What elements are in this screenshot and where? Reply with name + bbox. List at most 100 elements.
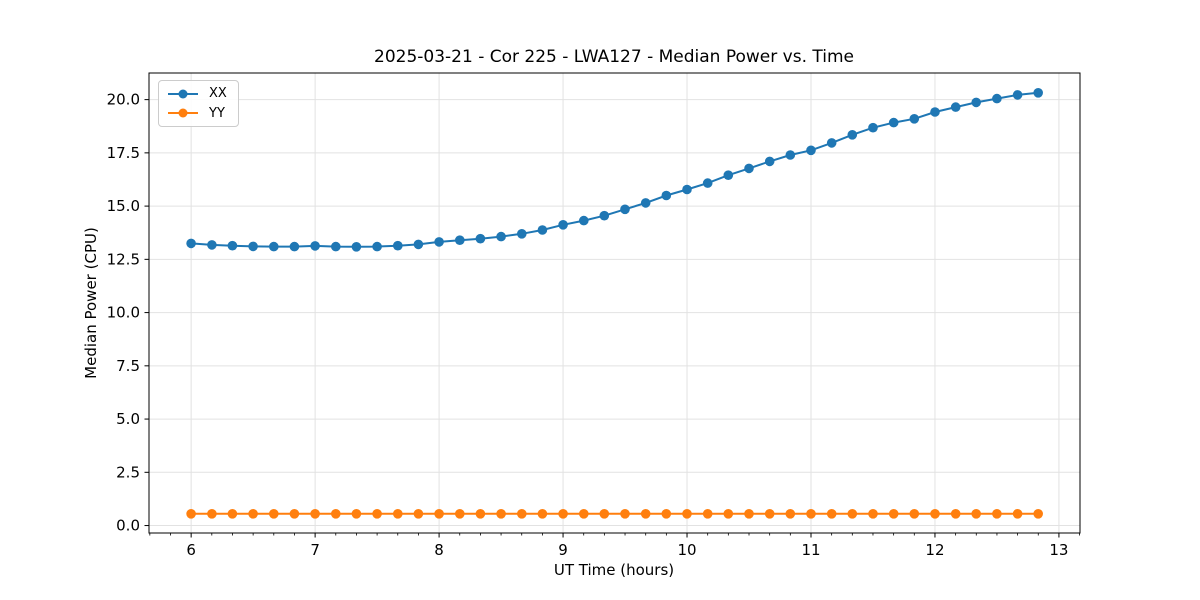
data-point-yy [269, 509, 279, 519]
data-point-xx [930, 107, 940, 117]
legend-label: XX [209, 86, 227, 101]
data-point-xx [351, 242, 362, 252]
legend-line-marker-icon [168, 89, 198, 99]
legend-item-xx: XX [166, 86, 227, 102]
legend-line-marker-icon [168, 108, 198, 118]
legend-label: YY [209, 105, 225, 121]
data-point-xx [475, 233, 486, 244]
data-point-xx [806, 145, 816, 156]
x-tick-label: 6 [186, 541, 196, 559]
x-tick-label: 10 [677, 541, 696, 559]
data-point-yy [186, 509, 196, 519]
data-point-yy [744, 509, 754, 519]
data-point-yy [248, 509, 258, 519]
data-point-xx [289, 241, 300, 252]
data-point-yy [1012, 509, 1023, 519]
data-point-xx [971, 97, 981, 108]
legend: XX YY [158, 80, 239, 128]
data-point-yy [310, 509, 320, 519]
data-point-xx [413, 239, 424, 250]
data-point-yy [888, 509, 899, 519]
data-point-yy [930, 509, 940, 519]
data-point-xx [1033, 88, 1043, 98]
data-point-yy [847, 509, 858, 519]
axis-ticks [144, 99, 1080, 538]
y-tick-label: 17.5 [107, 144, 140, 162]
data-point-yy [372, 509, 382, 519]
data-point-yy [1033, 509, 1043, 519]
data-point-yy [537, 509, 548, 519]
y-tick-label: 15.0 [107, 197, 140, 215]
legend-item-yy: YY [166, 106, 227, 122]
data-point-xx [826, 138, 837, 148]
data-point-xx [496, 231, 506, 242]
x-tick-label: 11 [801, 541, 820, 559]
data-point-xx [661, 190, 672, 201]
x-tick-label: 7 [310, 541, 320, 559]
data-point-yy [455, 509, 465, 519]
plot-frame [148, 72, 1081, 534]
data-point-yy [620, 509, 630, 519]
series-layer [186, 88, 1043, 519]
x-tick-label: 12 [925, 541, 944, 559]
data-point-yy [434, 509, 444, 519]
data-point-yy [785, 509, 796, 519]
data-point-yy [868, 509, 878, 519]
data-point-xx [847, 130, 858, 140]
data-point-xx [888, 117, 899, 128]
x-tick-label: 13 [1049, 541, 1068, 559]
chart-title: 2025-03-21 - Cor 225 - LWA127 - Median P… [374, 47, 854, 67]
data-point-xx [269, 241, 279, 252]
data-point-yy [558, 509, 568, 519]
data-point-yy [393, 509, 403, 519]
data-point-yy [227, 509, 238, 519]
data-point-yy [992, 509, 1002, 519]
data-point-yy [331, 509, 341, 519]
data-point-xx [702, 178, 713, 188]
data-point-yy [640, 509, 651, 519]
data-point-xx [950, 102, 961, 112]
data-point-xx [620, 204, 630, 215]
y-tick-label: 0.0 [116, 517, 140, 535]
data-point-yy [207, 509, 217, 519]
data-point-yy [702, 509, 713, 519]
data-point-yy [806, 509, 816, 519]
data-point-xx [640, 198, 651, 208]
y-tick-label: 20.0 [107, 91, 140, 109]
data-point-yy [661, 509, 672, 519]
data-point-yy [971, 509, 981, 519]
x-tick-label: 9 [558, 541, 568, 559]
x-tick-label: 8 [434, 541, 444, 559]
grid [149, 73, 1080, 533]
data-point-xx [227, 240, 238, 251]
y-tick-label: 2.5 [116, 463, 140, 481]
data-point-xx [764, 156, 775, 167]
data-point-xx [331, 241, 341, 252]
data-point-yy [579, 509, 589, 519]
data-point-xx [517, 229, 527, 239]
data-point-xx [1012, 90, 1023, 100]
y-tick-label: 5.0 [116, 410, 140, 428]
data-point-yy [826, 509, 837, 519]
data-point-xx [186, 238, 196, 249]
data-point-xx [207, 240, 217, 250]
x-axis-label: UT Time (hours) [554, 561, 674, 579]
data-point-yy [682, 509, 692, 519]
tick-labels: 6 7 8 9 10 11 12 13 0.0 2.5 5.0 7.5 10.0 12.5 15.0 17.5… [107, 91, 1069, 559]
data-point-xx [310, 241, 320, 251]
y-tick-label: 7.5 [116, 357, 140, 375]
data-point-yy [496, 509, 506, 519]
data-point-xx [579, 215, 589, 226]
data-point-xx [558, 220, 568, 230]
data-point-yy [599, 509, 610, 519]
data-point-xx [868, 122, 878, 133]
data-point-yy [723, 509, 734, 519]
data-point-xx [744, 163, 754, 174]
y-axis-label: Median Power (CPU) [82, 227, 100, 379]
data-point-xx [785, 150, 796, 160]
data-point-yy [351, 509, 362, 519]
data-point-xx [455, 235, 465, 245]
data-point-yy [413, 509, 424, 519]
